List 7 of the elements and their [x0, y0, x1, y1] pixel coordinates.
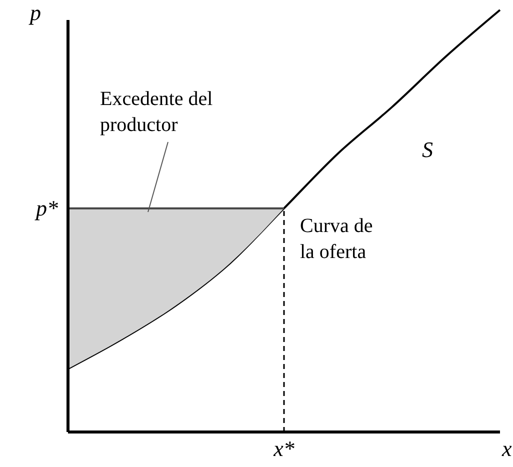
annotation: Excedente del productor [100, 88, 214, 136]
x-axis-title: x [501, 436, 512, 461]
y-axis-title: p [28, 0, 41, 25]
annotation: Curva de la oferta [300, 215, 373, 263]
series-label: S [422, 137, 433, 162]
text: p* [34, 195, 58, 220]
text: x* [272, 436, 294, 461]
